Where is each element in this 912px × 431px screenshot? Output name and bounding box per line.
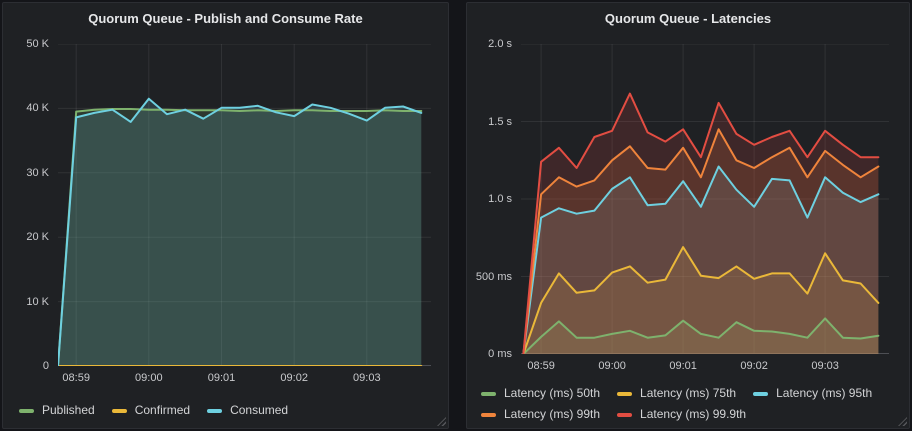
series-area-published — [58, 109, 422, 366]
legend-label: Confirmed — [134, 403, 191, 417]
y-tick-label: 1.5 s — [488, 115, 512, 128]
panel-resize-handle-icon[interactable] — [898, 417, 907, 426]
legend-swatch-icon — [19, 408, 34, 413]
y-tick-label: 1.0 s — [488, 193, 512, 205]
chart-legend: Latency (ms) 50th Latency (ms) 75th Latenc… — [481, 383, 912, 425]
panel-resize-handle-icon[interactable] — [437, 417, 446, 426]
x-tick-label: 09:03 — [811, 360, 839, 372]
legend-item-confirmed[interactable]: Confirmed — [111, 400, 191, 421]
legend-swatch-icon — [207, 408, 223, 413]
x-tick-label: 09:01 — [669, 360, 697, 372]
y-tick-label: 30 K — [26, 166, 49, 179]
y-tick-label: 500 ms — [475, 270, 512, 283]
series-line-latency-ms-50th — [522, 317, 880, 354]
rate-chart-plot[interactable] — [58, 44, 431, 366]
series-line-latency-ms-75th — [522, 246, 880, 354]
legend-label: Latency (ms) 99.9th — [640, 407, 747, 421]
y-tick-label: 50 K — [26, 38, 49, 50]
x-tick-label: 09:01 — [207, 372, 236, 384]
legend-swatch-icon — [617, 412, 633, 417]
legend-label: Latency (ms) 50th — [504, 386, 601, 400]
panel-quorum-latencies: Quorum Queue - Latencies 0 ms 500 ms 1.0 s… — [466, 2, 910, 429]
series-line-latency-ms-99.9th — [522, 92, 880, 354]
x-tick-label: 09:00 — [598, 360, 626, 372]
panel-quorum-publish-consume-rate: Quorum Queue - Publish and Consume Rate … — [2, 2, 449, 429]
legend-label: Latency (ms) 75th — [640, 386, 737, 400]
y-tick-label: 10 K — [26, 295, 49, 308]
series-area-latency-ms-95th — [523, 166, 879, 354]
legend-swatch-icon — [753, 391, 769, 396]
legend-item-latency-ms-50th[interactable]: Latency (ms) 50th — [481, 383, 600, 404]
legend-label: Latency (ms) 99th — [504, 407, 601, 421]
legend-item-consumed[interactable]: Consumed — [207, 400, 288, 421]
series-line-latency-ms-99th — [522, 128, 880, 354]
x-axis: 08:59 09:00 09:01 09:02 09:03 — [58, 372, 431, 386]
series-line-latency-ms-95th — [522, 165, 880, 354]
x-tick-label: 09:02 — [740, 360, 768, 372]
y-tick-label: 40 K — [26, 102, 49, 115]
y-tick-label: 0 ms — [488, 348, 512, 360]
legend-label: Published — [42, 403, 95, 417]
y-tick-label: 2.0 s — [488, 38, 512, 50]
legend-item-latency-ms-95th[interactable]: Latency (ms) 95th — [753, 383, 872, 404]
x-tick-label: 09:02 — [280, 372, 308, 384]
x-tick-label: 09:03 — [353, 372, 381, 384]
legend-swatch-icon — [481, 412, 496, 417]
panel-title[interactable]: Quorum Queue - Latencies — [604, 11, 772, 26]
y-tick-label: 0 — [42, 360, 49, 372]
panel-title[interactable]: Quorum Queue - Publish and Consume Rate — [88, 11, 363, 26]
series-line-published — [58, 108, 423, 366]
legend-item-latency-ms-75th[interactable]: Latency (ms) 75th — [617, 383, 736, 404]
legend-item-latency-ms-99th[interactable]: Latency (ms) 99th — [481, 404, 600, 425]
legend-label: Latency (ms) 95th — [776, 386, 873, 400]
series-area-latency-ms-99th — [523, 129, 879, 354]
y-axis: 0 ms 500 ms 1.0 s 1.5 s 2.0 s — [467, 38, 521, 360]
x-tick-label: 08:59 — [62, 372, 90, 384]
legend-swatch-icon — [111, 408, 127, 413]
legend-swatch-icon — [481, 391, 496, 396]
legend-item-latency-ms-99.9th[interactable]: Latency (ms) 99.9th — [617, 404, 746, 425]
series-area-latency-ms-99.9th — [523, 93, 879, 354]
x-axis: 08:59 09:00 09:01 09:02 09:03 — [521, 360, 889, 374]
latency-chart-plot[interactable] — [521, 44, 889, 354]
legend-item-published[interactable]: Published — [19, 400, 95, 421]
y-tick-label: 20 K — [26, 231, 49, 244]
x-tick-label: 08:59 — [527, 360, 555, 372]
series-line-consumed — [58, 97, 423, 366]
legend-label: Consumed — [230, 403, 289, 417]
series-area-latency-ms-50th — [523, 318, 879, 354]
chart-legend: Published Confirmed Consumed — [19, 400, 439, 421]
series-area-consumed — [58, 98, 422, 366]
y-axis: 0 10 K 20 K 30 K 40 K 50 K — [3, 38, 58, 372]
legend-swatch-icon — [617, 391, 633, 396]
x-tick-label: 09:00 — [135, 372, 163, 384]
